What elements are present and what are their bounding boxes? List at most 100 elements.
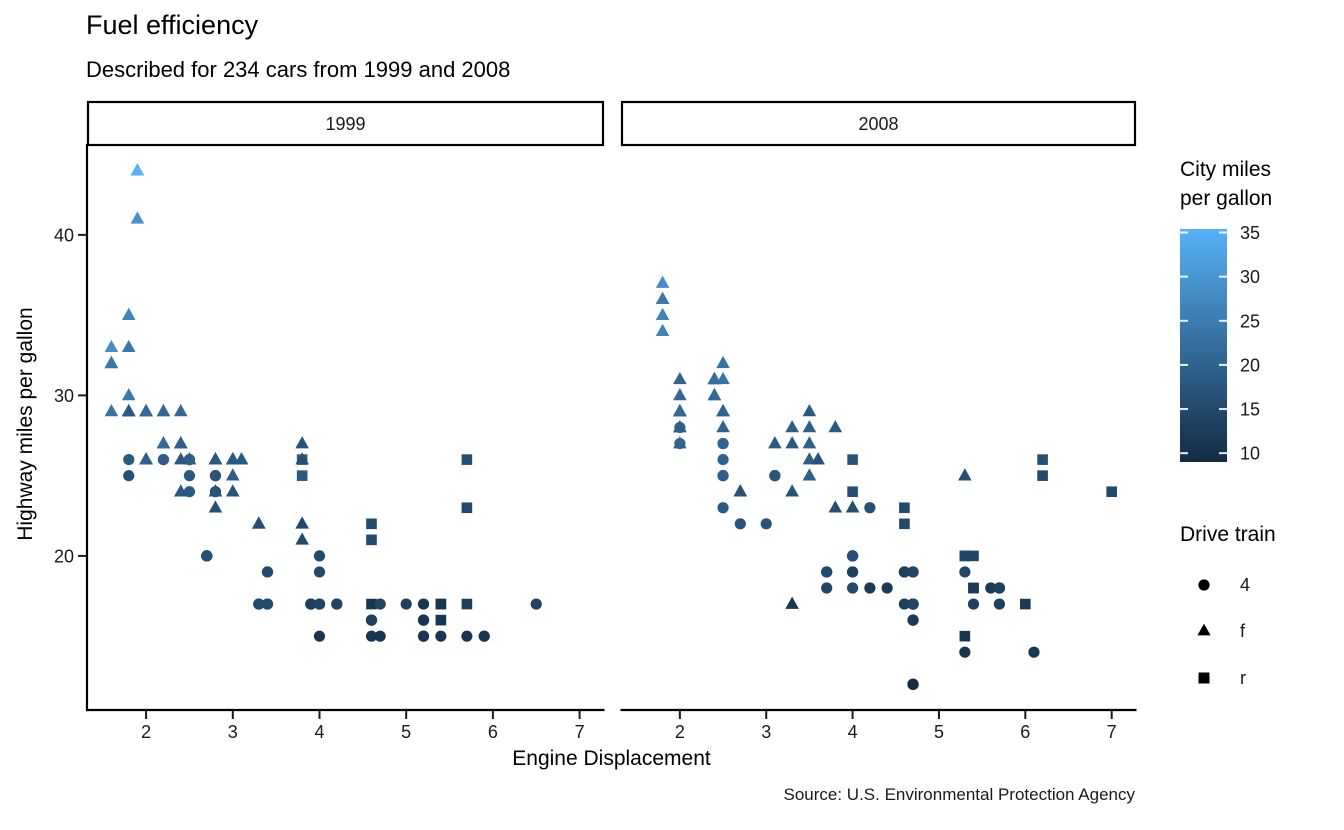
x-tick-label: 2	[141, 722, 151, 742]
data-point	[717, 470, 729, 482]
data-point	[717, 437, 729, 450]
data-point	[821, 566, 833, 578]
data-point	[121, 307, 136, 320]
colorbar-tick-label: 10	[1240, 444, 1260, 464]
colorbar-tick-label: 25	[1240, 311, 1260, 331]
data-point	[899, 502, 910, 514]
x-tick-label: 4	[848, 722, 858, 742]
x-tick-label: 7	[1107, 722, 1117, 742]
data-point	[802, 452, 817, 465]
data-point	[209, 470, 222, 482]
data-point	[1028, 646, 1040, 658]
data-point	[183, 486, 196, 498]
x-tick-label: 6	[488, 722, 498, 742]
data-point	[958, 468, 972, 481]
data-point	[733, 484, 748, 497]
data-point	[847, 486, 858, 498]
square-key-icon	[1198, 672, 1210, 684]
data-point	[769, 470, 781, 482]
data-point	[716, 371, 730, 385]
data-point	[121, 339, 136, 353]
data-point	[802, 436, 817, 449]
data-point	[183, 454, 196, 466]
data-point	[907, 566, 919, 578]
data-point	[1037, 470, 1048, 481]
data-point	[967, 598, 980, 610]
circle-key-icon	[1198, 579, 1210, 591]
data-point	[225, 452, 240, 465]
data-point	[417, 630, 430, 642]
x-tick-label: 5	[401, 722, 411, 742]
page-title: Fuel efficiency	[86, 10, 259, 40]
data-point	[208, 484, 223, 497]
data-point	[907, 678, 919, 690]
data-point	[768, 436, 782, 449]
data-point	[417, 614, 430, 626]
data-point	[461, 454, 473, 465]
data-point	[785, 420, 799, 433]
data-point	[655, 291, 670, 304]
data-point	[864, 582, 876, 594]
shape-legend-title: Drive train	[1180, 523, 1276, 546]
data-point	[959, 646, 971, 658]
source-caption: Source: U.S. Environmental Protection Ag…	[783, 785, 1135, 804]
shape-legend-item-4: 4	[1182, 573, 1342, 597]
data-point	[968, 550, 979, 562]
x-tick-label: 2	[675, 722, 685, 742]
y-tick-label: 30	[54, 386, 74, 406]
data-point	[400, 598, 412, 610]
facet-strip	[620, 100, 1137, 147]
data-point	[366, 518, 377, 530]
data-point	[121, 404, 136, 417]
color-legend-title-line2: per gallon	[1180, 187, 1273, 210]
data-point	[655, 307, 670, 320]
data-point	[123, 470, 135, 482]
data-point	[313, 598, 326, 610]
colorbar-tick-label: 30	[1240, 267, 1260, 287]
data-point	[707, 387, 722, 401]
data-point	[845, 500, 860, 513]
facet-strip-label: 1999	[325, 114, 365, 134]
data-point	[530, 598, 542, 610]
data-point	[461, 630, 473, 642]
data-point	[130, 211, 145, 224]
data-point	[959, 630, 971, 642]
color-legend-title: City miles per gallon	[1180, 155, 1272, 213]
data-point	[261, 566, 274, 578]
data-point	[130, 163, 145, 176]
data-point	[366, 534, 377, 546]
facet-strip	[86, 100, 605, 147]
data-point	[907, 598, 919, 610]
data-point	[123, 454, 135, 466]
data-point	[173, 436, 188, 449]
shape-legend-item-r: r	[1182, 666, 1342, 690]
data-point	[899, 518, 910, 530]
data-point	[985, 582, 997, 594]
y-tick-label: 40	[54, 225, 74, 245]
data-point	[365, 614, 378, 626]
data-point	[121, 387, 136, 401]
data-point	[295, 532, 309, 545]
data-point	[139, 452, 153, 465]
data-point	[225, 484, 240, 497]
x-tick-label: 7	[575, 722, 585, 742]
x-tick-label: 4	[314, 722, 324, 742]
data-point	[208, 500, 223, 513]
data-point	[435, 598, 447, 610]
data-point	[261, 598, 274, 610]
data-point	[435, 630, 447, 642]
data-point	[716, 355, 730, 369]
data-point	[959, 550, 971, 562]
data-point	[673, 371, 687, 385]
data-point	[846, 582, 859, 594]
data-point	[864, 502, 876, 514]
data-point	[461, 598, 473, 610]
data-point	[139, 404, 153, 417]
data-point	[435, 614, 447, 626]
data-point	[785, 484, 799, 497]
data-point	[717, 454, 729, 466]
data-point	[846, 566, 859, 578]
data-point	[828, 500, 843, 513]
